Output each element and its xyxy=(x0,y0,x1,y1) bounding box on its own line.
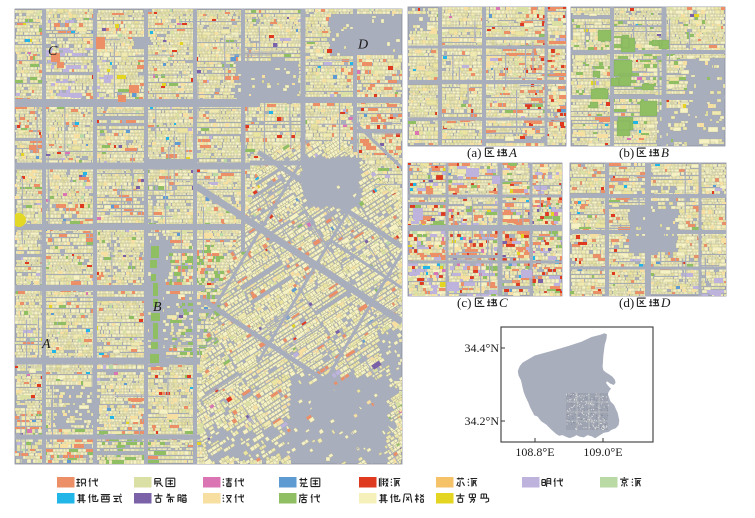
svg-text:A: A xyxy=(508,145,517,160)
svg-text:(c): (c) xyxy=(457,295,471,310)
svg-text:A: A xyxy=(41,337,51,352)
svg-text:(b): (b) xyxy=(619,145,634,160)
svg-text:B: B xyxy=(153,300,162,315)
svg-text:D: D xyxy=(357,38,368,53)
svg-text:C: C xyxy=(499,295,508,310)
svg-text:(d): (d) xyxy=(619,295,634,310)
svg-text:(a): (a) xyxy=(467,145,481,160)
svg-text:C: C xyxy=(48,44,58,59)
svg-text:34.2°N: 34.2°N xyxy=(465,414,500,428)
svg-text:D: D xyxy=(660,295,671,310)
svg-text:108.8°E: 108.8°E xyxy=(515,445,554,459)
svg-text:B: B xyxy=(661,145,669,160)
svg-text:109.0°E: 109.0°E xyxy=(583,445,622,459)
svg-text:34.4°N: 34.4°N xyxy=(465,341,500,355)
